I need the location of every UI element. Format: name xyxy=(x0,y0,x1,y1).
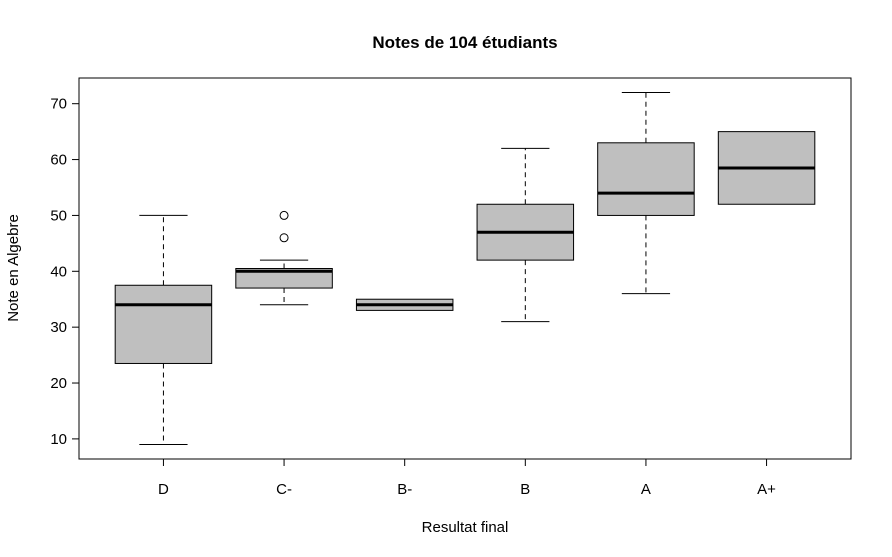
outlier-point xyxy=(279,210,289,220)
outlier-point xyxy=(279,233,289,243)
x-tick-label: B- xyxy=(397,481,412,498)
y-axis-label: Note en Algebre xyxy=(5,214,22,322)
x-tick-label: B xyxy=(520,481,530,498)
y-tick-label: 40 xyxy=(50,263,67,280)
x-tick-label: D xyxy=(158,481,169,498)
y-tick-label: 30 xyxy=(50,319,67,336)
y-tick-label: 20 xyxy=(50,375,67,392)
x-tick-label: C- xyxy=(276,481,292,498)
x-tick-label: A+ xyxy=(757,481,776,498)
y-tick-label: 70 xyxy=(50,96,67,113)
x-tick-label: A xyxy=(641,481,651,498)
box-C- xyxy=(235,268,333,289)
y-tick-label: 60 xyxy=(50,152,67,169)
box-A xyxy=(597,142,695,216)
y-tick-label: 10 xyxy=(50,431,67,448)
y-tick-label: 50 xyxy=(50,207,67,224)
plot-layer: 10 20 30 40 50 60 70 D C- B- B A A+ xyxy=(50,92,816,498)
chart-title: Notes de 104 étudiants xyxy=(372,33,557,52)
x-axis-label: Resultat final xyxy=(422,519,509,536)
box-D xyxy=(114,284,213,364)
